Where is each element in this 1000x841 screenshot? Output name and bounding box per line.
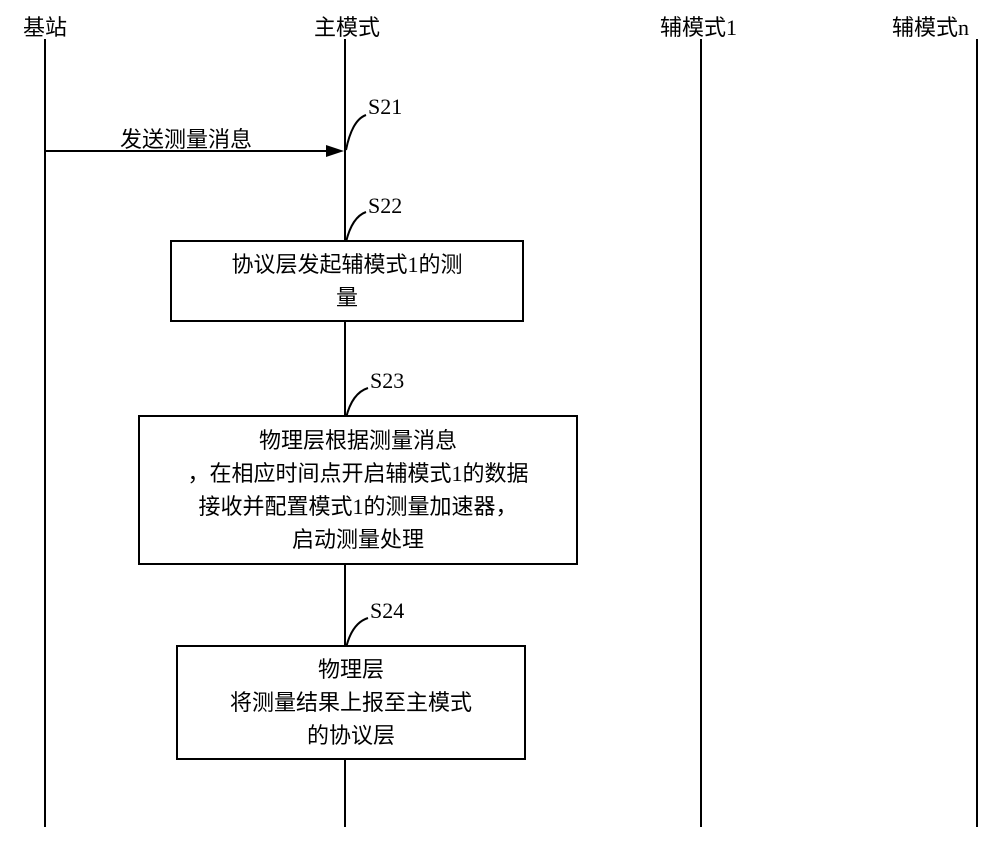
lifeline-label-aux-mode-n: 辅模式n bbox=[892, 10, 969, 42]
step-label-s24: S24 bbox=[370, 598, 404, 624]
box-s22: 协议层发起辅模式1的测 量 bbox=[170, 240, 524, 322]
box-s24: 物理层 将测量结果上报至主模式 的协议层 bbox=[176, 645, 526, 760]
box-s23: 物理层根据测量消息 ，在相应时间点开启辅模式1的数据 接收并配置模式1的测量加速… bbox=[138, 415, 578, 565]
step-label-s23: S23 bbox=[370, 368, 404, 394]
lifeline-label-main-mode: 主模式 bbox=[314, 10, 380, 42]
connector-s21 bbox=[344, 115, 374, 160]
lifeline-aux-mode-n bbox=[976, 39, 978, 827]
lifeline-aux-mode-1 bbox=[700, 39, 702, 827]
box-s24-text: 物理层 将测量结果上报至主模式 的协议层 bbox=[230, 653, 472, 752]
lifeline-base-station bbox=[44, 39, 46, 827]
box-s23-text: 物理层根据测量消息 ，在相应时间点开启辅模式1的数据 接收并配置模式1的测量加速… bbox=[187, 424, 528, 556]
arrow-head-icon bbox=[326, 145, 344, 157]
lifeline-label-base-station: 基站 bbox=[23, 10, 67, 42]
arrow-line bbox=[46, 150, 326, 152]
box-s22-text: 协议层发起辅模式1的测 量 bbox=[231, 248, 462, 314]
lifeline-label-aux-mode-1: 辅模式1 bbox=[660, 10, 737, 42]
